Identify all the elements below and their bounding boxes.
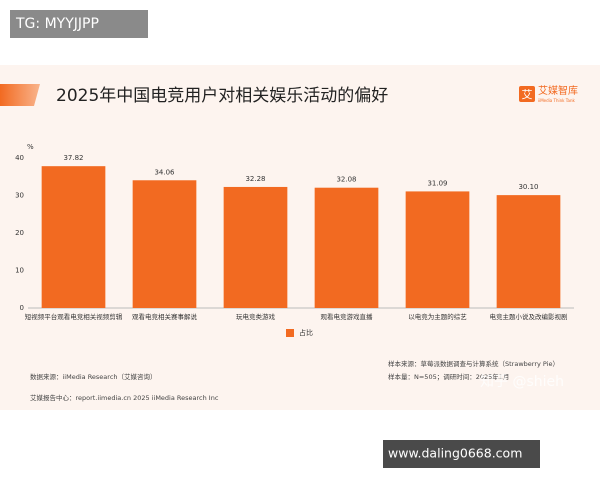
y-tick-label: 10 [15,267,24,275]
x-tick-label: 观看电竞相关赛事解说 [132,312,198,321]
value-label: 32.08 [336,176,356,184]
x-tick-label: 观看电竞游戏直播 [321,312,374,321]
value-label: 34.06 [154,168,175,176]
y-tick-label: 40 [15,154,24,162]
x-tick-label: 短视频平台观看电竞相关视频剪辑 [25,312,123,321]
bar [405,191,470,308]
title-bar [0,84,40,106]
title-slash [34,84,48,106]
overlay-text: TG: MYYJJPP [15,16,99,32]
x-tick-label: 电竞主题小说及改编影视剧 [490,312,568,321]
value-label: 31.09 [427,179,447,187]
bar [41,166,106,308]
note: 样本来源：草莓派数据调查与计算系统（Strawberry Pie） [388,359,559,368]
y-tick-label: 0 [20,304,24,312]
value-label: 30.10 [518,183,538,191]
bar [132,180,197,308]
legend-label: 占比 [299,328,313,337]
bar [314,187,379,308]
chart-title: 2025年中国电竞用户对相关娱乐活动的偏好 [56,86,388,106]
y-axis-label: % [27,143,34,151]
watermark: 知乎 @shieh [480,373,564,390]
logo-name: 艾媒智库 [538,84,578,97]
legend-swatch [286,329,294,337]
overlay-box [10,10,148,38]
y-tick-label: 30 [15,192,24,200]
logo-box [519,86,535,102]
x-tick-label: 玩电竞类游戏 [236,312,276,321]
bar [223,186,288,308]
bar [496,195,561,308]
logo-mark: 艾 [522,88,533,101]
value-label: 32.28 [245,175,265,183]
note: 样本量：N=505；调研时间：2025年1月 [388,372,509,381]
logo-sub: iiMedia Think Tank [538,98,575,103]
note: 数据来源：iiMedia Research（艾媒咨询） [30,372,157,381]
footer: 艾媒报告中心：report.iimedia.cn 2025 iiMedia Re… [30,393,219,402]
overlay-text: www.daling0668.com [388,446,522,461]
x-tick-label: 以电竞为主题的综艺 [408,312,467,321]
y-tick-label: 20 [15,229,24,237]
value-label: 37.82 [63,154,83,162]
overlay-box [383,440,540,468]
